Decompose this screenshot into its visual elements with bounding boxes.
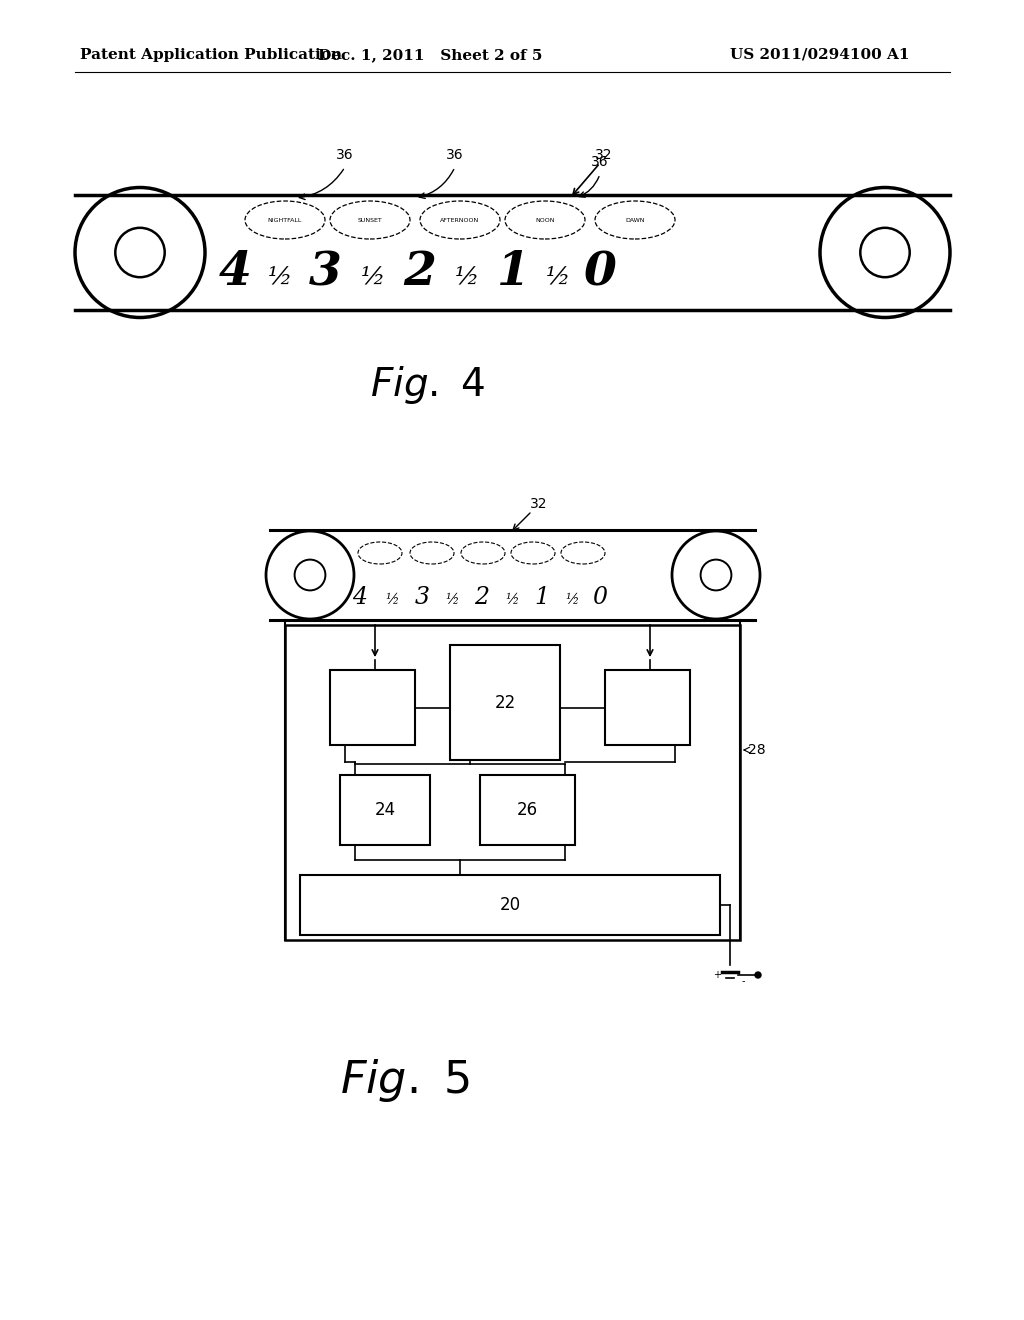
Text: 3: 3 [415, 586, 429, 609]
Circle shape [755, 972, 761, 978]
Text: ½: ½ [505, 593, 519, 607]
Text: 32: 32 [595, 148, 612, 162]
Text: $\mathit{Fig.\ 4}$: $\mathit{Fig.\ 4}$ [370, 364, 485, 407]
Text: 3: 3 [308, 249, 341, 294]
Bar [340, 775, 430, 845]
Text: NIGHTFALL: NIGHTFALL [268, 218, 302, 223]
Text: -: - [741, 975, 744, 986]
Text: DAWN: DAWN [626, 218, 645, 223]
Text: 4: 4 [352, 586, 368, 609]
Text: AFTERNOON: AFTERNOON [440, 218, 479, 223]
Text: ½: ½ [360, 267, 385, 289]
Text: Dec. 1, 2011   Sheet 2 of 5: Dec. 1, 2011 Sheet 2 of 5 [317, 48, 542, 62]
Text: +: + [713, 970, 721, 979]
Text: 2: 2 [403, 249, 436, 294]
Bar [285, 624, 740, 940]
Text: 22: 22 [495, 693, 516, 711]
Bar [480, 775, 575, 845]
Text: 36: 36 [446, 148, 464, 162]
Text: NOON: NOON [536, 218, 555, 223]
Text: 0: 0 [593, 586, 607, 609]
Text: 26: 26 [517, 801, 538, 818]
Text: 32: 32 [530, 498, 548, 511]
Text: US 2011/0294100 A1: US 2011/0294100 A1 [730, 48, 909, 62]
Bar [330, 671, 415, 744]
Text: 36: 36 [591, 154, 609, 169]
Bar [300, 875, 720, 935]
Text: 20: 20 [500, 896, 520, 913]
Text: 36: 36 [336, 148, 354, 162]
Bar [605, 671, 690, 744]
Text: ½: ½ [546, 267, 570, 289]
Text: 28: 28 [748, 743, 766, 756]
Text: 2: 2 [474, 586, 489, 609]
Text: 1: 1 [535, 586, 550, 609]
Bar [450, 645, 560, 760]
Text: SUNSET: SUNSET [357, 218, 382, 223]
Text: ½: ½ [268, 267, 292, 289]
Text: $\mathit{Fig.\ 5}$: $\mathit{Fig.\ 5}$ [340, 1056, 470, 1104]
Text: ½: ½ [455, 267, 479, 289]
Text: Patent Application Publication: Patent Application Publication [80, 48, 342, 62]
Text: 4: 4 [218, 249, 252, 294]
Text: ½: ½ [445, 593, 459, 607]
Text: 0: 0 [584, 249, 616, 294]
Text: 24: 24 [375, 801, 395, 818]
Text: ½: ½ [565, 593, 579, 607]
Text: 1: 1 [497, 249, 529, 294]
Text: ½: ½ [385, 593, 398, 607]
